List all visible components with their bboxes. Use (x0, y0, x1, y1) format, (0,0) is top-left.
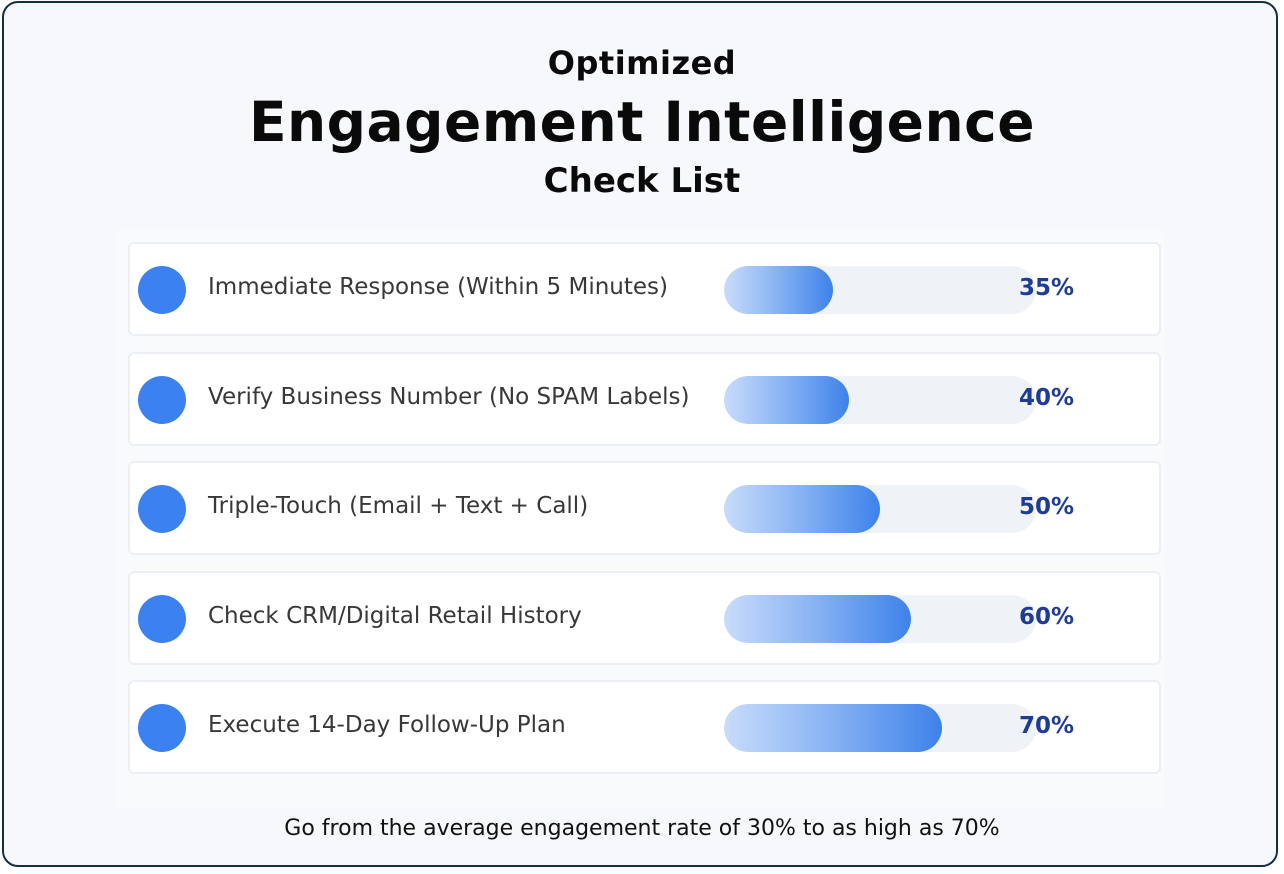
bullet-dot (138, 594, 186, 643)
value-label: 50% (1018, 494, 1074, 520)
title-line-1: Optimized (547, 44, 737, 82)
value-label: 60% (1018, 603, 1074, 630)
value-label: 40% (1018, 384, 1074, 411)
bar (724, 266, 834, 314)
bar-track (724, 375, 1036, 424)
category-label: Triple-Touch (Email + Text + Call) (208, 493, 589, 519)
bullet-dot (138, 704, 186, 752)
checklist-row: Verify Business Number (No SPAM Labels) 4… (128, 351, 1161, 446)
category-label: Execute 14-Day Follow-Up Plan (208, 712, 566, 738)
category-label: Check CRM/Digital Retail History (208, 602, 582, 629)
bullet-dot (138, 485, 186, 533)
checklist-row: Triple-Touch (Email + Text + Call) 50% (128, 461, 1161, 555)
checklist-row: Execute 14-Day Follow-Up Plan 70% (128, 680, 1161, 774)
bar-track (724, 266, 1036, 314)
bar (724, 485, 880, 533)
checklist-row: Immediate Response (Within 5 Minutes) 35% (128, 242, 1161, 336)
value-label: 70% (1018, 713, 1074, 739)
bar-track (724, 485, 1036, 533)
page-title: Engagement Intelligence (248, 90, 1036, 154)
bar-track (724, 594, 1036, 643)
bar (724, 375, 849, 424)
bullet-dot (138, 375, 186, 424)
checklist-row: Check CRM/Digital Retail History 60% (128, 570, 1161, 665)
bar (724, 704, 943, 752)
bar-track (724, 704, 1036, 752)
title-line-3: Check List (543, 161, 741, 201)
footer-note: Go from the average engagement rate of 3… (284, 816, 1000, 841)
bar (724, 594, 912, 643)
category-label: Immediate Response (Within 5 Minutes) (208, 274, 669, 300)
bullet-dot (138, 266, 186, 314)
category-label: Verify Business Number (No SPAM Labels) (208, 383, 690, 410)
value-label: 35% (1018, 275, 1074, 301)
